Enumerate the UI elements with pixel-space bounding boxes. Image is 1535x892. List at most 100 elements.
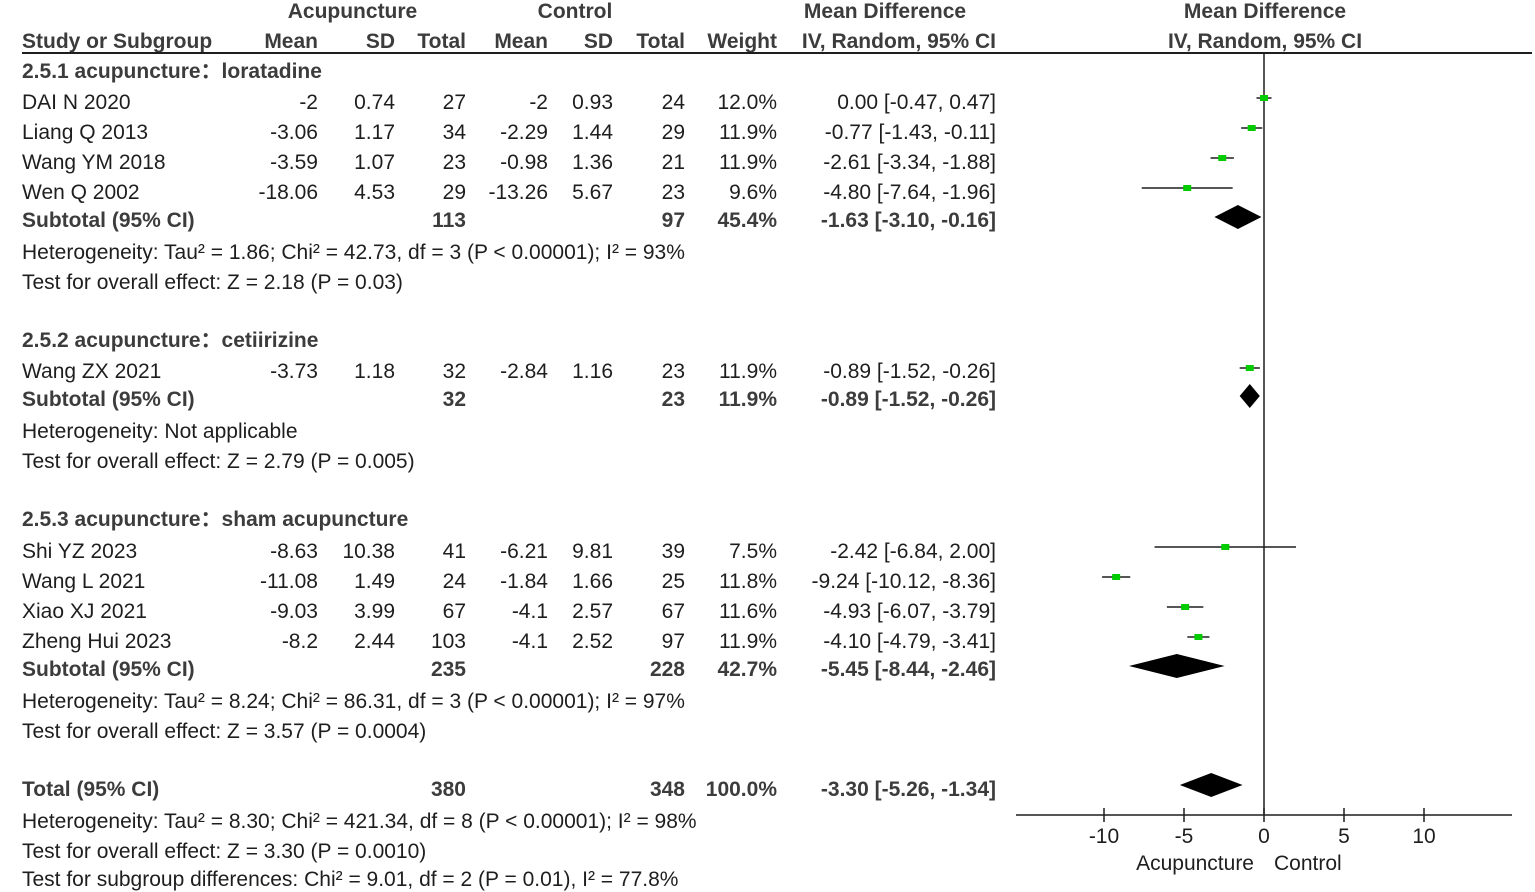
weight-value: 11.9% xyxy=(719,630,777,653)
sd2-value: 1.44 xyxy=(572,121,613,144)
ci-value: -9.24 [-10.12, -8.36] xyxy=(811,570,996,593)
plot-subheader: IV, Random, 95% CI xyxy=(1167,30,1363,53)
total1-value: 41 xyxy=(442,540,466,563)
ci-value: -2.42 [-6.84, 2.00] xyxy=(830,540,996,563)
ci-column-header: IV, Random, 95% CI xyxy=(801,30,996,53)
overall-effect-text: Test for overall effect: Z = 3.30 (P = 0… xyxy=(22,840,427,863)
total2-value: 23 xyxy=(661,360,685,383)
study-name: Zheng Hui 2023 xyxy=(22,630,172,653)
subtotal-total2: 97 xyxy=(661,209,685,232)
sd2-value: 2.57 xyxy=(572,600,613,623)
study-point-marker xyxy=(1221,544,1230,550)
study-point-marker xyxy=(1247,125,1256,131)
subgroup-differences-text: Test for subgroup differences: Chi² = 9.… xyxy=(22,868,679,891)
total-ci: -3.30 [-5.26, -1.34] xyxy=(820,778,996,801)
summary-diamond xyxy=(1214,205,1262,229)
mean1-value: -11.08 xyxy=(260,570,318,593)
overall-effect-text: Test for overall effect: Z = 2.79 (P = 0… xyxy=(22,450,415,473)
subtotal-label: Subtotal (95% CI) xyxy=(22,209,195,232)
mean1-value: -3.73 xyxy=(270,360,318,383)
study-name: Wen Q 2002 xyxy=(22,181,140,204)
x-tick-label: -5 xyxy=(1175,825,1194,848)
study-name: Wang YM 2018 xyxy=(22,151,166,174)
mean2-value: -13.26 xyxy=(488,181,548,204)
total1-value: 103 xyxy=(430,630,466,653)
weight-value: 11.9% xyxy=(719,121,777,144)
summary-diamond xyxy=(1128,654,1225,678)
subtotal-weight: 45.4% xyxy=(717,209,777,232)
mean1-value: -8.63 xyxy=(270,540,318,563)
sd1-value: 1.17 xyxy=(354,121,395,144)
total2-column-header: Total xyxy=(636,30,685,53)
total1-value: 23 xyxy=(442,151,466,174)
sd2-value: 0.93 xyxy=(572,91,613,114)
study-point-marker xyxy=(1112,574,1121,580)
sd2-value: 1.36 xyxy=(572,151,613,174)
sd1-value: 2.44 xyxy=(354,630,395,653)
subtotal-total2: 23 xyxy=(661,388,685,411)
mean2-value: -4.1 xyxy=(511,630,548,653)
subtotal-weight: 11.9% xyxy=(718,388,777,411)
subtotal-ci: -1.63 [-3.10, -0.16] xyxy=(820,209,996,232)
sd1-value: 1.49 xyxy=(354,570,395,593)
sd2-value: 2.52 xyxy=(572,630,613,653)
ci-value: -2.61 [-3.34, -1.88] xyxy=(823,151,996,174)
total-total2: 348 xyxy=(649,778,685,801)
mean1-value: -18.06 xyxy=(258,181,318,204)
total2-value: 25 xyxy=(661,570,685,593)
summary-diamond xyxy=(1179,773,1243,797)
x-tick-label: 0 xyxy=(1258,825,1270,848)
ci-value: -4.10 [-4.79, -3.41] xyxy=(823,630,996,653)
sd1-value: 10.38 xyxy=(342,540,395,563)
mean2-value: -1.84 xyxy=(500,570,548,593)
heterogeneity-text: Heterogeneity: Tau² = 8.30; Chi² = 421.3… xyxy=(22,810,697,833)
ci-value: -0.89 [-1.52, -0.26] xyxy=(823,360,996,383)
total-total1: 380 xyxy=(430,778,466,801)
sd1-value: 0.74 xyxy=(354,91,395,114)
sd2-value: 1.16 xyxy=(572,360,613,383)
x-tick-label: 5 xyxy=(1338,825,1350,848)
mean2-value: -4.1 xyxy=(511,600,548,623)
mean2-value: -6.21 xyxy=(500,540,548,563)
favours-left-label: Acupuncture xyxy=(1136,852,1254,875)
total2-value: 24 xyxy=(661,91,685,114)
study-point-marker xyxy=(1218,155,1227,161)
study-name: Wang ZX 2021 xyxy=(22,360,162,383)
weight-value: 11.6% xyxy=(719,600,777,623)
study-name: DAI N 2020 xyxy=(22,91,131,114)
mean1-value: -9.03 xyxy=(270,600,318,623)
group-title: 2.5.3 acupuncture：sham acupuncture xyxy=(22,508,409,531)
total1-value: 24 xyxy=(442,570,466,593)
sd2-value: 1.66 xyxy=(572,570,613,593)
acupuncture-header: Acupuncture xyxy=(287,0,418,23)
mean2-value: -2.29 xyxy=(500,121,548,144)
study-point-marker xyxy=(1260,95,1268,101)
study-point-marker xyxy=(1194,634,1203,640)
sd1-value: 1.07 xyxy=(354,151,395,174)
mean1-value: -2 xyxy=(299,91,318,114)
study-name: Xiao XJ 2021 xyxy=(22,600,147,623)
total1-value: 67 xyxy=(442,600,466,623)
overall-effect-text: Test for overall effect: Z = 3.57 (P = 0… xyxy=(22,720,427,743)
subtotal-ci: -5.45 [-8.44, -2.46] xyxy=(820,658,996,681)
heterogeneity-text: Heterogeneity: Tau² = 8.24; Chi² = 86.31… xyxy=(22,690,685,713)
group-title: 2.5.1 acupuncture：loratadine xyxy=(22,60,322,83)
study-name: Liang Q 2013 xyxy=(22,121,149,144)
summary-diamond xyxy=(1239,384,1260,408)
mean1-value: -3.59 xyxy=(270,151,318,174)
study-column-header: Study or Subgroup xyxy=(22,30,213,53)
mean1-value: -3.06 xyxy=(270,121,318,144)
subtotal-total1: 32 xyxy=(442,388,466,411)
subtotal-ci: -0.89 [-1.52, -0.26] xyxy=(820,388,996,411)
heterogeneity-text: Heterogeneity: Not applicable xyxy=(22,420,298,443)
ci-value: -4.93 [-6.07, -3.79] xyxy=(823,600,996,623)
subtotal-total1: 235 xyxy=(430,658,466,681)
mean2-value: -2 xyxy=(529,91,548,114)
mean1-value: -8.2 xyxy=(281,630,318,653)
subtotal-total1: 113 xyxy=(432,209,466,232)
sd1-value: 4.53 xyxy=(354,181,395,204)
total1-value: 29 xyxy=(442,181,466,204)
weight-value: 9.6% xyxy=(729,181,777,204)
total1-column-header: Total xyxy=(417,30,466,53)
